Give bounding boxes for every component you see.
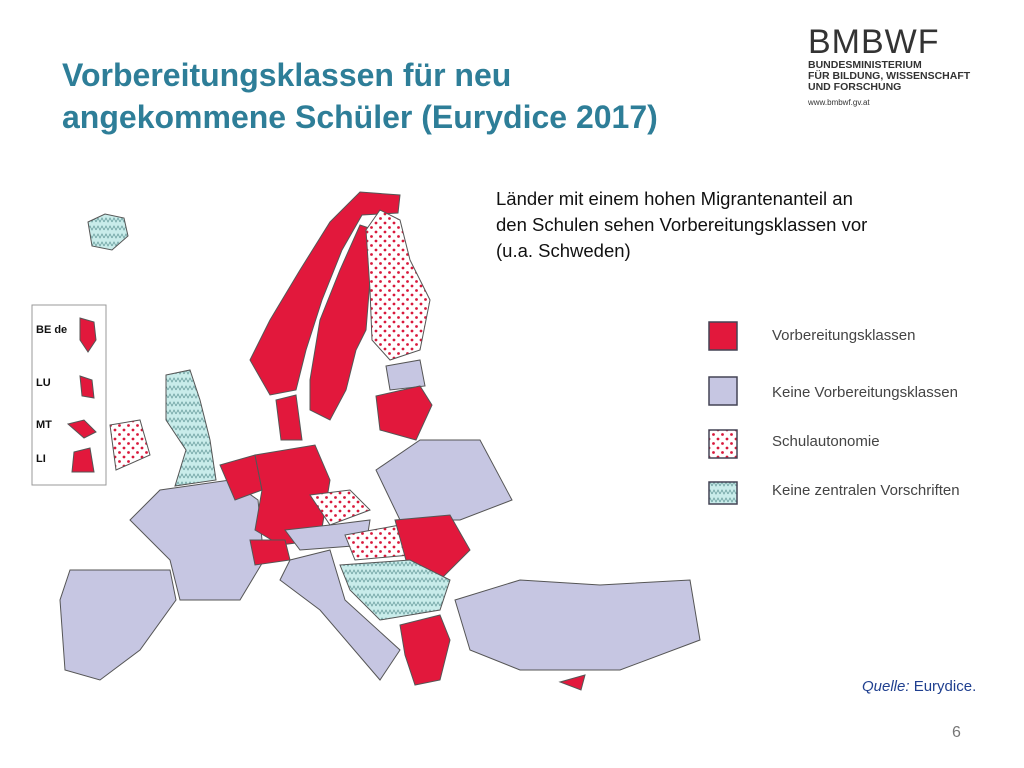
inset-label: MT <box>36 419 52 431</box>
inset-shape <box>79 375 95 399</box>
inset-label: LU <box>36 377 51 389</box>
baltics <box>385 359 426 391</box>
turkey <box>454 579 701 671</box>
logo-line: UND FORSCHUNG <box>808 81 902 93</box>
legend-swatch <box>708 376 738 406</box>
legend-swatch <box>708 481 738 505</box>
inset-shape <box>79 317 97 353</box>
italy <box>279 549 401 681</box>
belarus-ukraine <box>375 439 513 521</box>
uk <box>165 369 217 487</box>
legend-label: Schulautonomie <box>772 433 880 450</box>
cyprus <box>558 674 586 691</box>
denmark <box>275 394 303 441</box>
legend-label: Keine Vorbereitungsklassen <box>772 384 958 401</box>
czechia <box>309 489 371 526</box>
switzerland <box>249 539 291 566</box>
page-number: 6 <box>952 724 961 741</box>
sweden <box>309 224 376 421</box>
iceland <box>87 213 129 251</box>
logo: BMBWF BUNDESMINISTERIUM FÜR BILDUNG, WIS… <box>808 24 970 107</box>
logo-line: FÜR BILDUNG, WISSENSCHAFT <box>808 70 971 82</box>
countries <box>59 191 701 691</box>
logo-name: BMBWF <box>808 23 940 61</box>
legend-swatch <box>708 429 738 459</box>
source: Quelle: Eurydice. <box>862 678 976 695</box>
finland <box>365 209 431 361</box>
inset-label: LI <box>36 453 46 465</box>
inset-shapes <box>66 317 97 473</box>
poland <box>375 385 433 441</box>
inset-label: BE de <box>36 324 67 336</box>
description-line: Länder mit einem hohen Migrantenanteil a… <box>496 188 853 209</box>
source-name: Eurydice. <box>913 678 977 695</box>
title-line: Vorbereitungsklassen für neu <box>62 57 512 93</box>
legend-label: Keine zentralen Vorschriften <box>772 482 960 499</box>
inset: BE de LU MT LI <box>36 324 67 465</box>
legend-label: Vorbereitungsklassen <box>772 327 915 344</box>
description-line: (u.a. Schweden) <box>496 240 631 261</box>
description-line: den Schulen sehen Vorbereitungsklassen v… <box>496 214 868 235</box>
title: Vorbereitungsklassen für neu angekommene… <box>62 54 658 138</box>
title-line: angekommene Schüler (Eurydice 2017) <box>62 99 658 135</box>
legend-swatch <box>708 321 738 351</box>
ireland <box>109 419 151 471</box>
inset-shape <box>71 447 95 473</box>
legend-swatches <box>708 321 738 505</box>
source-label: Quelle: <box>862 678 910 695</box>
description: Länder mit einem hohen Migrantenanteil a… <box>496 186 867 264</box>
balkans <box>339 559 451 621</box>
legend: Vorbereitungsklassen Keine Vorbereitungs… <box>772 327 960 499</box>
inset-shape <box>66 419 97 439</box>
iberia <box>59 569 177 681</box>
greece <box>399 614 451 686</box>
logo-line: BUNDESMINISTERIUM <box>808 59 922 71</box>
logo-url: www.bmbwf.gv.at <box>808 98 870 107</box>
